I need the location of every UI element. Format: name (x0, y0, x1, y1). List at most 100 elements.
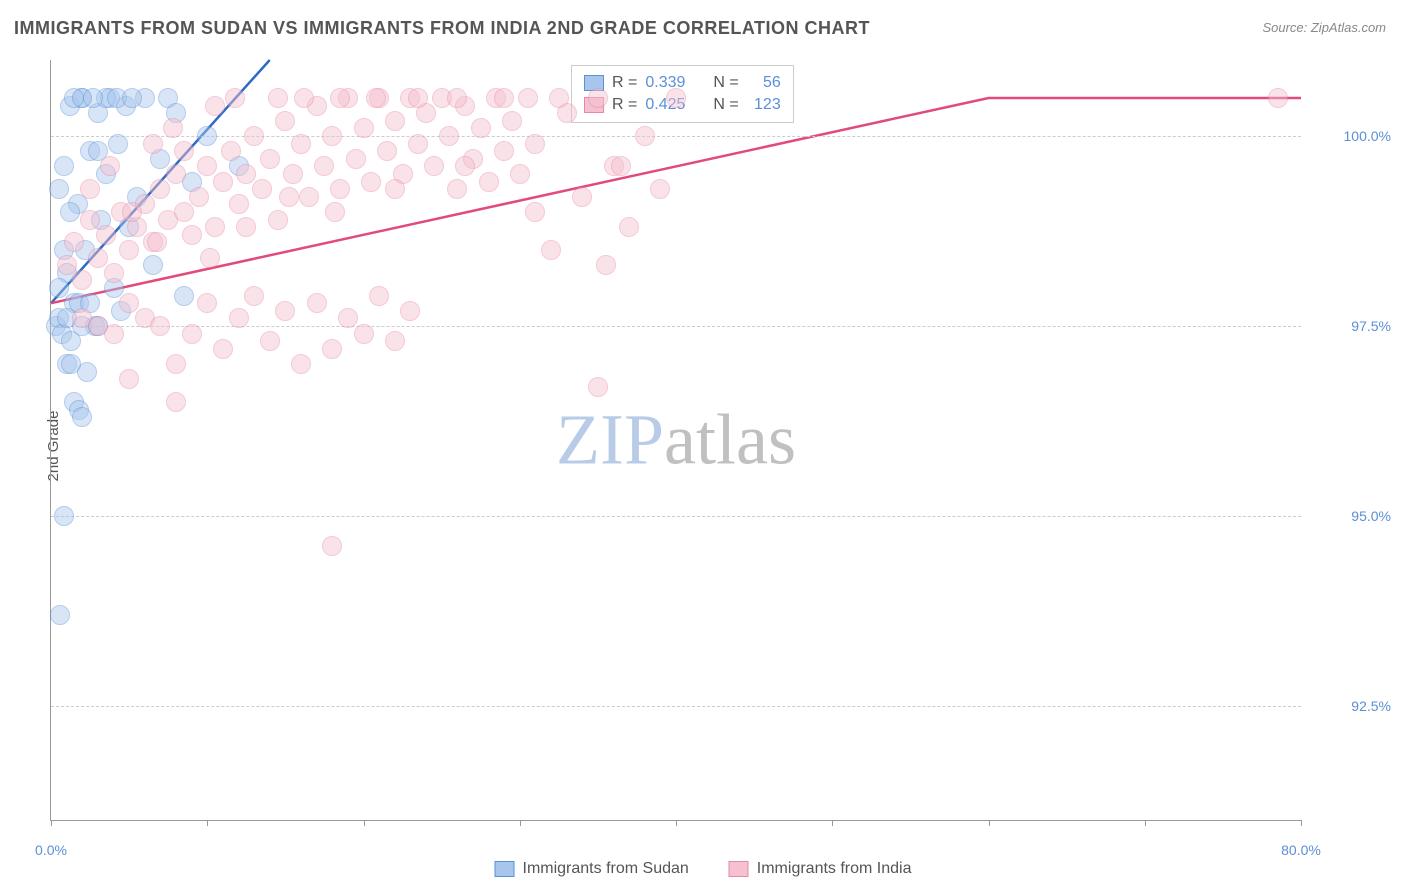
chart-title: IMMIGRANTS FROM SUDAN VS IMMIGRANTS FROM… (14, 18, 870, 39)
x-tick-mark (207, 820, 208, 826)
data-point (354, 118, 374, 138)
data-point (447, 179, 467, 199)
data-point (275, 301, 295, 321)
data-point (174, 286, 194, 306)
data-point (252, 179, 272, 199)
data-point (369, 286, 389, 306)
data-point (205, 96, 225, 116)
data-point (122, 88, 142, 108)
data-point (439, 126, 459, 146)
data-point (104, 263, 124, 283)
data-point (322, 126, 342, 146)
series-legend-label: Immigrants from India (757, 860, 912, 878)
legend-n-value: 123 (747, 96, 781, 114)
series-legend-item: Immigrants from India (729, 860, 912, 878)
data-point (64, 88, 84, 108)
x-tick-label: 80.0% (1281, 842, 1321, 858)
x-tick-mark (1145, 820, 1146, 826)
data-point (596, 255, 616, 275)
series-legend-item: Immigrants from Sudan (495, 860, 689, 878)
data-point (541, 240, 561, 260)
y-tick-label: 95.0% (1311, 508, 1391, 524)
data-point (229, 308, 249, 328)
gridline (51, 706, 1301, 707)
data-point (650, 179, 670, 199)
data-point (502, 111, 522, 131)
data-point (408, 88, 428, 108)
data-point (518, 88, 538, 108)
data-point (229, 194, 249, 214)
data-point (213, 172, 233, 192)
data-point (150, 179, 170, 199)
y-tick-label: 92.5% (1311, 698, 1391, 714)
x-tick-mark (832, 820, 833, 826)
legend-r-label: R = (612, 96, 637, 114)
data-point (354, 324, 374, 344)
legend-swatch (729, 861, 749, 877)
data-point (471, 118, 491, 138)
data-point (346, 149, 366, 169)
gridline (51, 516, 1301, 517)
data-point (479, 172, 499, 192)
data-point (54, 156, 74, 176)
data-point (525, 202, 545, 222)
legend-n-label: N = (713, 96, 738, 114)
data-point (588, 88, 608, 108)
data-point (330, 88, 350, 108)
y-tick-label: 97.5% (1311, 318, 1391, 334)
data-point (424, 156, 444, 176)
data-point (294, 88, 314, 108)
data-point (200, 248, 220, 268)
data-point (96, 225, 116, 245)
data-point (64, 232, 84, 252)
data-point (174, 141, 194, 161)
data-point (494, 88, 514, 108)
data-point (525, 134, 545, 154)
data-point (244, 126, 264, 146)
series-legend-label: Immigrants from Sudan (523, 860, 689, 878)
data-point (279, 187, 299, 207)
data-point (338, 308, 358, 328)
data-point (455, 156, 475, 176)
data-point (510, 164, 530, 184)
data-point (205, 217, 225, 237)
data-point (236, 217, 256, 237)
data-point (57, 255, 77, 275)
data-point (494, 141, 514, 161)
data-point (182, 324, 202, 344)
data-point (260, 331, 280, 351)
data-point (150, 316, 170, 336)
data-point (182, 225, 202, 245)
x-tick-mark (520, 820, 521, 826)
watermark-zip: ZIP (556, 400, 664, 480)
x-tick-mark (1301, 820, 1302, 826)
data-point (325, 202, 345, 222)
legend-n-label: N = (713, 74, 738, 92)
data-point (174, 202, 194, 222)
data-point (1268, 88, 1288, 108)
chart-container: IMMIGRANTS FROM SUDAN VS IMMIGRANTS FROM… (0, 0, 1406, 892)
data-point (50, 605, 70, 625)
data-point (447, 88, 467, 108)
watermark: ZIPatlas (556, 399, 796, 482)
data-point (119, 240, 139, 260)
data-point (197, 126, 217, 146)
data-point (72, 407, 92, 427)
data-point (119, 369, 139, 389)
data-point (189, 187, 209, 207)
data-point (104, 324, 124, 344)
data-point (572, 187, 592, 207)
data-point (588, 377, 608, 397)
data-point (377, 141, 397, 161)
data-point (80, 210, 100, 230)
data-point (366, 88, 386, 108)
legend-r-label: R = (612, 74, 637, 92)
series-legend: Immigrants from Sudan Immigrants from Ind… (495, 860, 912, 878)
watermark-atlas: atlas (664, 400, 796, 480)
data-point (166, 354, 186, 374)
data-point (408, 134, 428, 154)
data-point (166, 392, 186, 412)
x-tick-label: 0.0% (35, 842, 67, 858)
data-point (221, 141, 241, 161)
data-point (275, 111, 295, 131)
